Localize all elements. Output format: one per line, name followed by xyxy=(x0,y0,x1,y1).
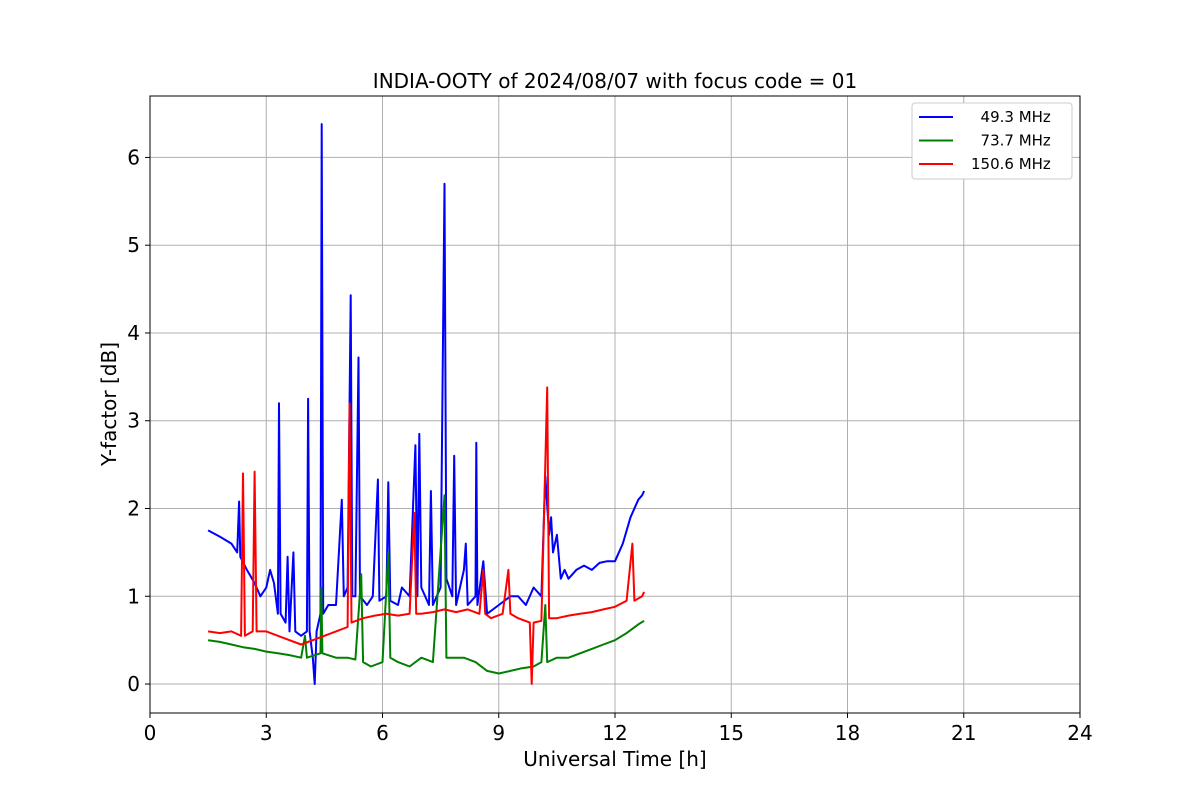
legend-label: 73.7 MHz xyxy=(971,132,1051,150)
y-tick-label: 4 xyxy=(127,321,140,345)
x-axis: 0 3 6 9 12 15 18 21 24 xyxy=(144,713,1093,745)
x-tick-label: 0 xyxy=(144,721,157,745)
y-tick-label: 0 xyxy=(127,672,140,696)
y-axis: 0 1 2 3 4 5 6 xyxy=(127,145,150,696)
x-tick-label: 21 xyxy=(951,721,976,745)
legend-label: 150.6 MHz xyxy=(971,155,1051,173)
y-tick-label: 6 xyxy=(127,145,140,169)
series-line xyxy=(207,494,645,675)
x-tick-label: 24 xyxy=(1067,721,1092,745)
x-tick-label: 12 xyxy=(602,721,627,745)
x-tick-label: 9 xyxy=(492,721,505,745)
legend: 49.3 MHz 73.7 MHz 150.6 MHz xyxy=(911,102,1073,180)
legend-label: 49.3 MHz xyxy=(971,108,1051,126)
chart-title: INDIA-OOTY of 2024/08/07 with focus code… xyxy=(373,69,857,93)
series-line xyxy=(207,386,646,685)
x-tick-label: 3 xyxy=(260,721,273,745)
x-tick-label: 6 xyxy=(376,721,389,745)
y-axis-label: Y-factor [dB] xyxy=(97,342,121,467)
x-tick-label: 15 xyxy=(719,721,744,745)
x-axis-label: Universal Time [h] xyxy=(523,747,706,771)
series-layer xyxy=(207,123,646,685)
y-tick-label: 3 xyxy=(127,409,140,433)
y-tick-label: 1 xyxy=(127,584,140,608)
y-tick-label: 5 xyxy=(127,233,140,257)
x-tick-label: 18 xyxy=(835,721,860,745)
series-line xyxy=(207,123,646,685)
y-tick-label: 2 xyxy=(127,497,140,521)
legend-box xyxy=(911,102,1073,180)
